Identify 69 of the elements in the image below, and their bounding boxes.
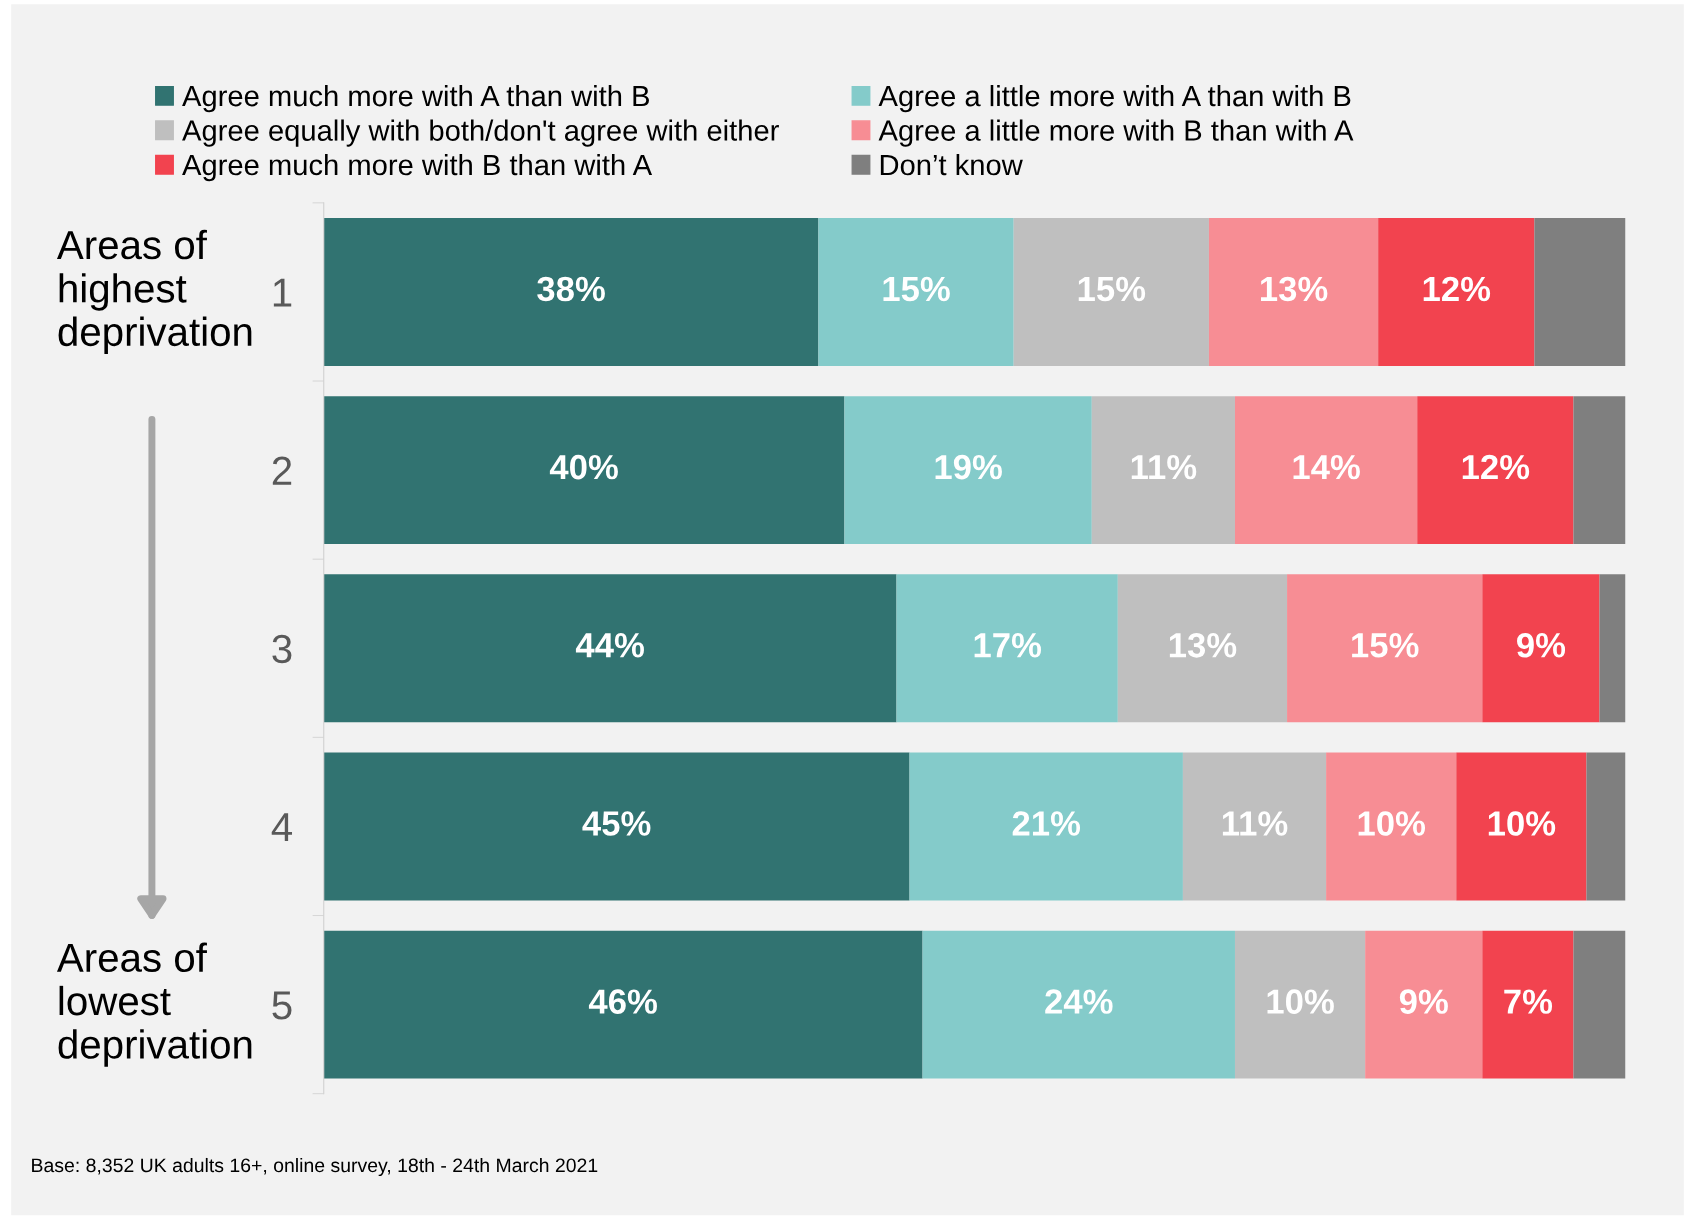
bar xyxy=(818,218,1014,366)
text: Areas of lowest deprivation xyxy=(56,942,252,1067)
bar xyxy=(1573,396,1626,545)
legend-label: Agree a little more with A than with B xyxy=(878,84,1351,113)
bar xyxy=(896,574,1118,723)
y-tick-label: 5 xyxy=(272,991,292,1020)
data-label: 17% xyxy=(974,633,1041,658)
data-label: 7% xyxy=(1504,989,1553,1014)
bar xyxy=(323,396,845,545)
legend-label: Agree much more with A than with B xyxy=(182,84,649,113)
bar xyxy=(1117,574,1288,723)
legend-label: Agree a little more with B than with A xyxy=(878,119,1354,147)
text: Base: 8,352 UK adults 16+, online survey, 18th - 24th March 2021 xyxy=(32,1157,598,1177)
data-label: 12% xyxy=(1423,276,1491,302)
data-label: 15% xyxy=(1078,276,1146,302)
data-label: 9% xyxy=(1517,633,1566,658)
data-label: 19% xyxy=(935,454,1002,480)
bar xyxy=(1091,396,1235,545)
data-label: 13% xyxy=(1169,633,1237,658)
y-tick-label: 2 xyxy=(272,456,292,485)
data-label: 9% xyxy=(1399,989,1448,1014)
data-label: 10% xyxy=(1488,811,1556,836)
data-label: 21% xyxy=(1012,811,1081,836)
text: Areas of highest deprivation xyxy=(56,229,252,355)
bar xyxy=(323,752,910,901)
bar xyxy=(1208,218,1379,366)
bar xyxy=(1234,396,1418,545)
bar xyxy=(1586,752,1626,901)
bar xyxy=(1182,752,1327,901)
data-label: 10% xyxy=(1358,811,1426,836)
y-tick-label: 1 xyxy=(273,278,292,307)
bar xyxy=(1234,930,1366,1079)
bar xyxy=(909,752,1183,901)
bar xyxy=(323,218,819,366)
bar xyxy=(922,930,1235,1079)
data-label: 15% xyxy=(1352,633,1419,658)
bar xyxy=(1599,574,1626,723)
y-tick-label: 4 xyxy=(271,813,293,842)
data-label: 44% xyxy=(575,633,644,658)
bar xyxy=(1013,218,1209,366)
data-label: 11% xyxy=(1222,811,1288,836)
legend-label: Agree equally with both/don't agree with either xyxy=(182,119,779,147)
data-label: 15% xyxy=(883,276,950,302)
bar xyxy=(1456,752,1587,901)
bar xyxy=(323,574,897,723)
bar xyxy=(323,930,923,1079)
data-label: 45% xyxy=(582,811,651,836)
data-label: 10% xyxy=(1267,989,1334,1014)
bar xyxy=(1482,574,1600,723)
data-label: 11% xyxy=(1131,454,1197,480)
data-label: 24% xyxy=(1045,989,1113,1014)
bar xyxy=(1482,930,1574,1079)
bar xyxy=(844,396,1092,545)
bar xyxy=(1417,396,1574,545)
legend-label: Agree much more with B than with A xyxy=(182,153,653,182)
data-label: 14% xyxy=(1293,454,1360,480)
bar xyxy=(1378,218,1535,366)
bar xyxy=(1326,752,1457,901)
data-label: 46% xyxy=(588,989,657,1014)
data-label: 13% xyxy=(1261,276,1328,302)
data-label: 40% xyxy=(549,454,618,480)
bar xyxy=(1573,930,1626,1079)
data-label: 38% xyxy=(537,276,605,302)
bar xyxy=(1365,930,1483,1079)
legend-label: Don’t know xyxy=(880,153,1023,176)
y-tick-label: 3 xyxy=(272,634,292,664)
bar xyxy=(1287,574,1483,723)
bar xyxy=(1534,218,1626,366)
data-label: 12% xyxy=(1462,454,1530,480)
